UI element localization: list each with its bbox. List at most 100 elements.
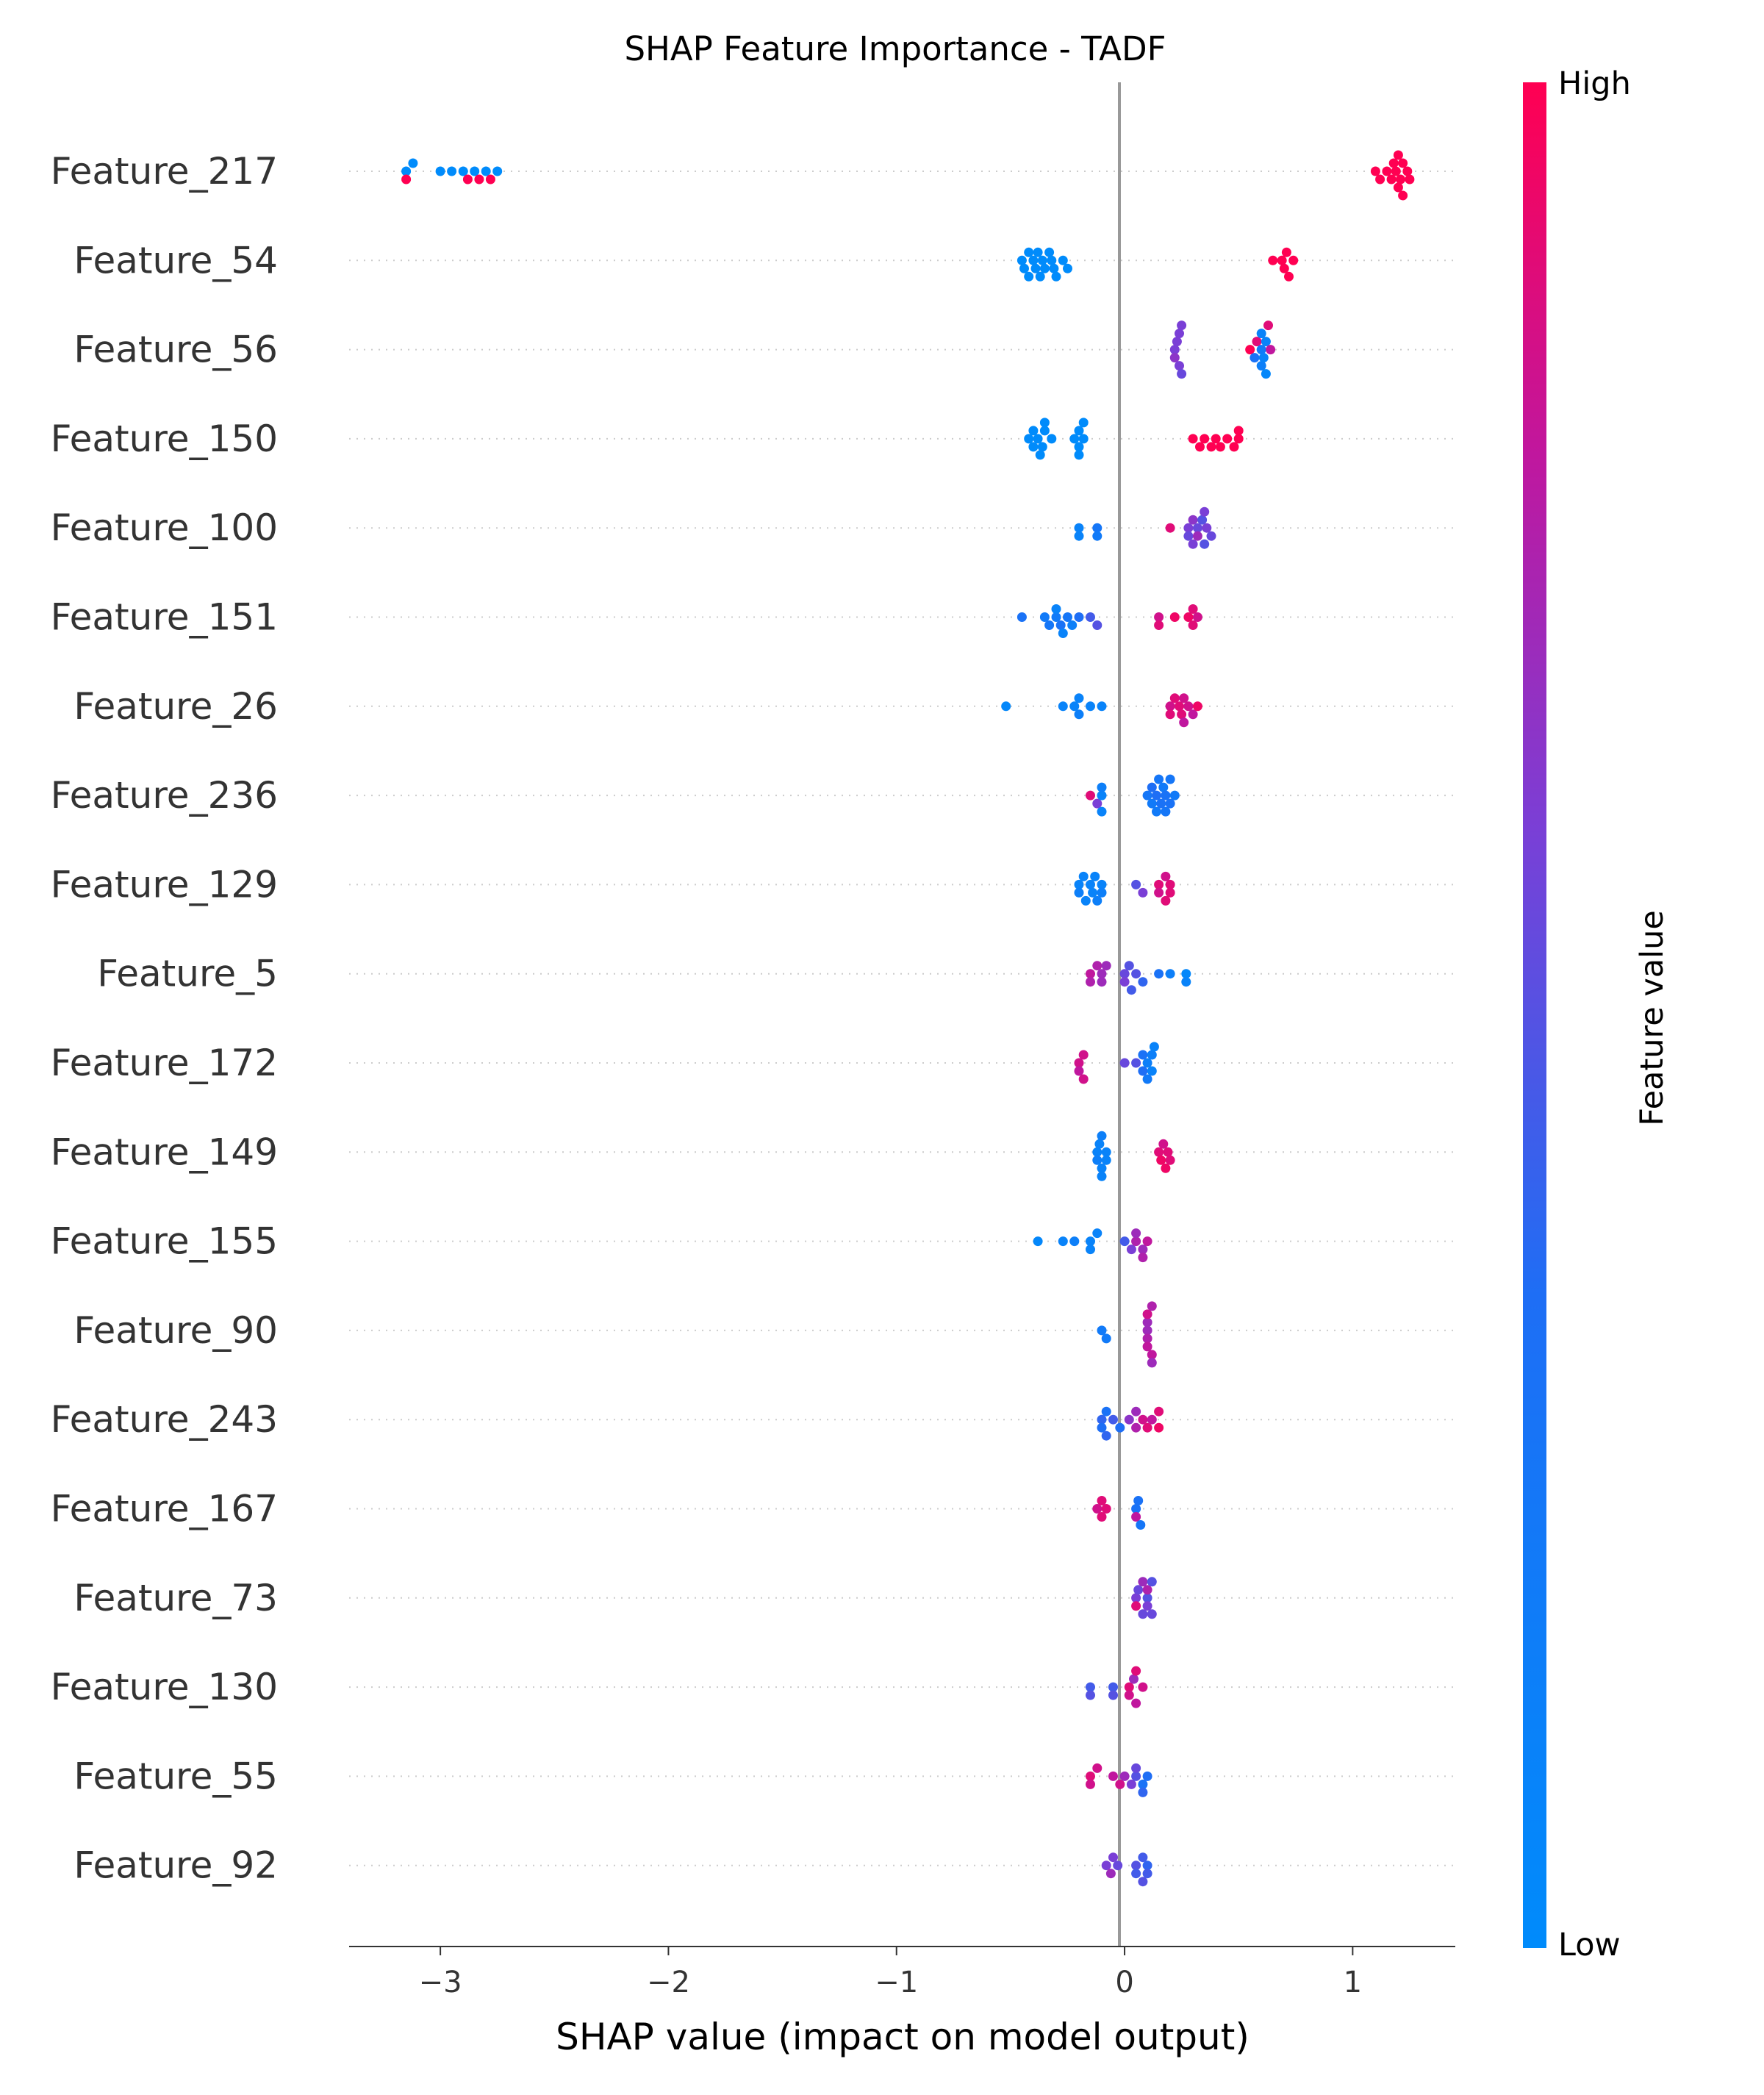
shap-point — [1188, 604, 1198, 614]
shap-point — [1197, 515, 1208, 525]
shap-point — [1086, 1682, 1095, 1692]
shap-point — [1136, 1520, 1146, 1530]
shap-point — [1119, 969, 1130, 979]
shap-point — [1131, 1512, 1141, 1522]
shap-point — [1097, 1163, 1107, 1173]
shap-point — [1256, 345, 1266, 355]
shap-point — [1149, 1042, 1159, 1052]
shap-point — [1252, 337, 1262, 347]
feature-label: Feature_100 — [51, 506, 278, 549]
shap-point — [1069, 1236, 1080, 1247]
shap-point — [1165, 879, 1175, 889]
shap-point — [1131, 969, 1141, 979]
shap-point — [1044, 620, 1055, 630]
shap-point — [1147, 1577, 1157, 1587]
shap-point — [1138, 1852, 1148, 1863]
shap-point — [1092, 531, 1102, 541]
shap-point — [1074, 442, 1084, 452]
x-ticks: −3 −2 −1 0 1 — [419, 1947, 1362, 1999]
shap-point — [1124, 1682, 1134, 1692]
shap-point — [1086, 1245, 1095, 1255]
shap-point — [470, 166, 480, 176]
shap-point — [1124, 1414, 1134, 1425]
shap-point — [1051, 612, 1061, 622]
shap-point — [1138, 887, 1148, 898]
shap-point — [1172, 337, 1182, 347]
shap-point — [481, 166, 491, 176]
shap-point — [1222, 434, 1233, 444]
shap-point — [1192, 612, 1202, 622]
shap-point — [1200, 506, 1210, 517]
shap-point — [1131, 1861, 1141, 1871]
shap-point — [1097, 969, 1107, 979]
shap-point — [1233, 434, 1244, 444]
shap-point — [1094, 1139, 1105, 1149]
feature-rows: Feature_217 Feature_54 Feature_56 Feature_1… — [51, 150, 1455, 1887]
shap-point — [1138, 1253, 1148, 1263]
feature-label: Feature_73 — [74, 1577, 278, 1619]
shap-point — [1074, 709, 1084, 720]
shap-point — [1138, 1066, 1148, 1076]
shap-point — [1206, 442, 1216, 452]
shap-point — [1101, 961, 1111, 971]
shap-point — [1092, 798, 1102, 809]
shap-point — [1175, 361, 1184, 371]
shap-point — [1028, 255, 1039, 265]
shap-point — [1165, 798, 1175, 809]
shap-point — [1263, 320, 1273, 331]
shap-point — [1119, 977, 1130, 987]
x-tick-label: −2 — [647, 1966, 690, 1999]
shap-point — [1078, 871, 1089, 881]
shap-point — [1017, 612, 1027, 622]
shap-point — [1279, 263, 1289, 273]
shap-point — [1405, 174, 1415, 185]
shap-point — [1131, 1698, 1141, 1708]
shap-point — [1154, 879, 1164, 889]
shap-point — [1147, 798, 1157, 809]
shap-point — [1058, 1236, 1068, 1247]
shap-point — [1086, 977, 1095, 987]
shap-point — [1033, 1236, 1043, 1247]
shap-point — [1138, 977, 1148, 987]
shap-point — [401, 166, 412, 176]
shap-point — [1156, 798, 1166, 809]
shap-point — [1156, 1155, 1166, 1165]
colorbar-low-label: Low — [1558, 1927, 1621, 1963]
shap-point — [1158, 1139, 1169, 1149]
shap-point — [1188, 434, 1198, 444]
shap-point — [1165, 709, 1175, 720]
shap-point — [1131, 1504, 1141, 1514]
shap-point — [1200, 539, 1210, 549]
shap-point — [1097, 1512, 1107, 1522]
shap-point — [1165, 774, 1175, 784]
shap-point — [1268, 255, 1278, 265]
shap-point — [1131, 1422, 1141, 1433]
shap-point — [1086, 701, 1095, 712]
shap-point — [1161, 895, 1171, 906]
shap-point — [1090, 871, 1100, 881]
shap-point — [1215, 442, 1225, 452]
shap-point — [1092, 961, 1102, 971]
shap-point — [1108, 1852, 1118, 1863]
feature-label: Feature_90 — [74, 1309, 278, 1352]
shap-point — [1142, 1058, 1152, 1068]
shap-point — [1258, 353, 1269, 363]
shap-point — [1142, 1236, 1152, 1247]
shap-point — [1142, 1601, 1152, 1611]
shap-point — [1097, 782, 1107, 792]
shap-point — [1147, 1050, 1157, 1060]
shap-point — [1097, 887, 1107, 898]
shap-point — [1080, 895, 1091, 906]
shap-point — [1097, 1171, 1107, 1181]
shap-point — [1074, 1066, 1084, 1076]
shap-point — [1165, 1155, 1175, 1165]
shap-point — [1165, 701, 1175, 712]
shap-point — [1154, 1147, 1164, 1157]
shap-point — [1051, 271, 1061, 282]
shap-point — [1131, 1771, 1141, 1781]
shap-point — [1131, 1601, 1141, 1611]
shap-point — [1078, 1050, 1089, 1060]
shap-point — [1030, 263, 1041, 273]
feature-label: Feature_155 — [51, 1220, 278, 1263]
shap-point — [1261, 369, 1271, 379]
